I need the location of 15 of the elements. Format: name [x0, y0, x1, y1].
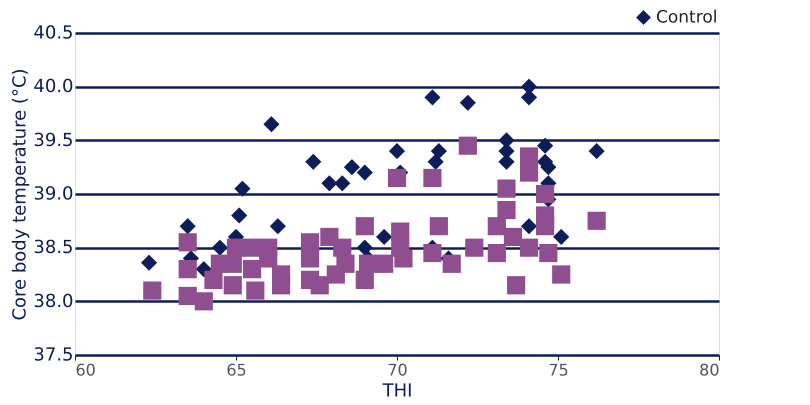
x-axis-title: THI	[382, 380, 412, 402]
legend-label: Control	[656, 8, 718, 28]
y-axis-title: Core body temperature (°C)	[9, 68, 30, 321]
y-tick-label: 39.5	[33, 130, 74, 151]
y-tick-label: 40.5	[33, 22, 74, 44]
y-tick-label: 38.5	[33, 237, 74, 258]
x-tick-label: 65	[226, 360, 247, 380]
x-tick-label: 70	[387, 360, 408, 380]
y-tick-label: 40.0	[33, 76, 74, 98]
y-tick-label: 39.0	[33, 184, 74, 204]
x-tick-label: 60	[76, 360, 96, 380]
x-tick-label: 75	[548, 360, 569, 380]
y-tick-label: 37.5	[33, 344, 74, 366]
y-tick-label: 38.0	[33, 290, 74, 312]
x-tick-label: 80	[699, 360, 720, 380]
